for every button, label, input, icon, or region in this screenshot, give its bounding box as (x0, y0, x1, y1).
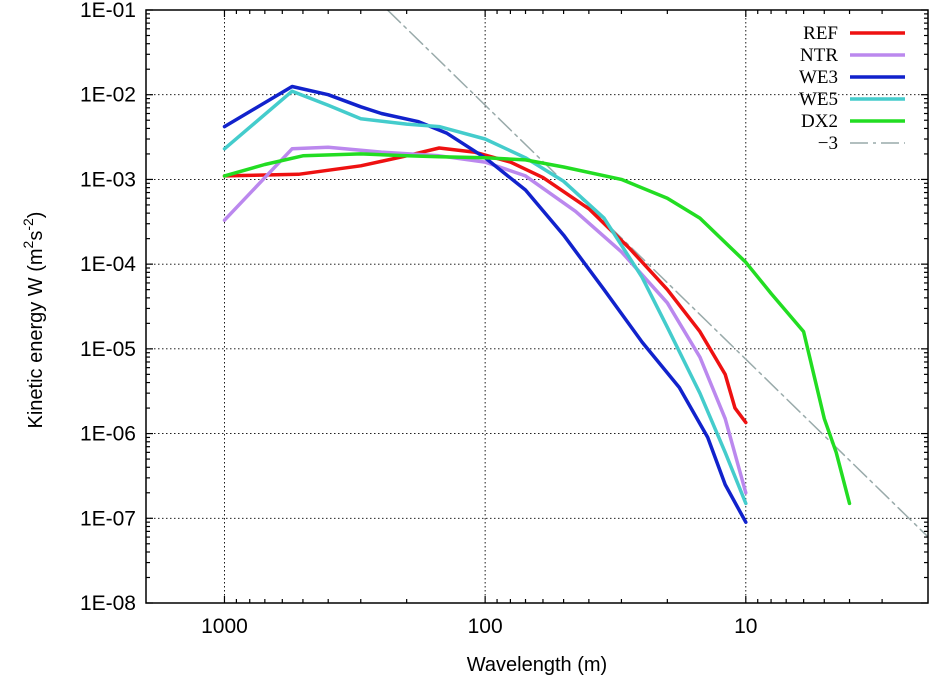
legend-label: NTR (800, 45, 838, 66)
y-tick-label: 1E-04 (80, 253, 136, 276)
plot-frame (145, 9, 929, 604)
y-axis-label: Kinetic energy W (m2s-2) (20, 212, 47, 429)
legend-label: −3 (818, 133, 838, 154)
legend-label: DX2 (801, 111, 838, 132)
x-tick-label: 1000 (201, 615, 248, 638)
series-line-we3 (222, 84, 748, 524)
y-tick-label: 1E-03 (80, 168, 136, 191)
x-tick-label: 100 (468, 615, 503, 638)
y-tick-label: 1E-01 (80, 0, 136, 22)
y-tick-label: 1E-07 (80, 507, 136, 530)
x-axis-label: Wavelength (m) (467, 654, 607, 676)
series-line-ntr (222, 145, 748, 495)
grid (146, 10, 928, 603)
series-line-3slope (386, 10, 928, 538)
y-axis-label-end: ) (25, 212, 47, 219)
y-axis-label-sup2: -2 (20, 218, 36, 231)
series-line-dx2 (222, 152, 852, 506)
y-tick-labels: 1E-08 1E-07 1E-06 1E-05 1E-04 1E-03 1E-02 1E-01 (80, 0, 136, 615)
data-series (222, 10, 928, 538)
series-line-we5 (222, 89, 748, 506)
y-tick-label: 1E-02 (80, 84, 136, 107)
legend-label: WE3 (799, 67, 838, 88)
legend-label: REF (803, 23, 838, 44)
y-tick-label: 1E-06 (80, 423, 136, 446)
legend-label: WE5 (799, 89, 838, 110)
x-tick-labels: 1000 100 10 (201, 615, 757, 638)
y-axis-label-sup1: 2 (20, 240, 36, 248)
y-tick-label: 1E-05 (80, 338, 136, 361)
y-axis-label-mid: s (25, 231, 47, 241)
x-tick-label: 10 (734, 615, 757, 638)
y-tick-label: 1E-08 (80, 592, 136, 615)
tick-marks (146, 9, 928, 604)
series-line-ref (222, 146, 748, 425)
y-axis-label-main: Kinetic energy W (m (25, 248, 47, 428)
